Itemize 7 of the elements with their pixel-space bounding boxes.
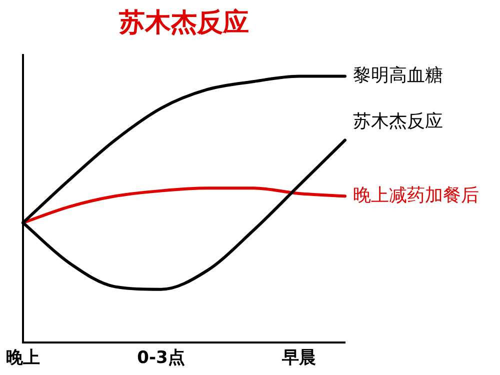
series-label: 苏木杰反应 bbox=[353, 110, 443, 132]
series-label: 黎明高血糖 bbox=[353, 64, 443, 86]
x-tick-label: 早晨 bbox=[281, 348, 316, 368]
x-tick-label: 0-3点 bbox=[137, 348, 185, 368]
x-tick-label: 晚上 bbox=[6, 348, 40, 368]
chart-title: 苏木杰反应 bbox=[118, 8, 249, 38]
series-label: 晚上减药加餐后 bbox=[353, 184, 479, 206]
